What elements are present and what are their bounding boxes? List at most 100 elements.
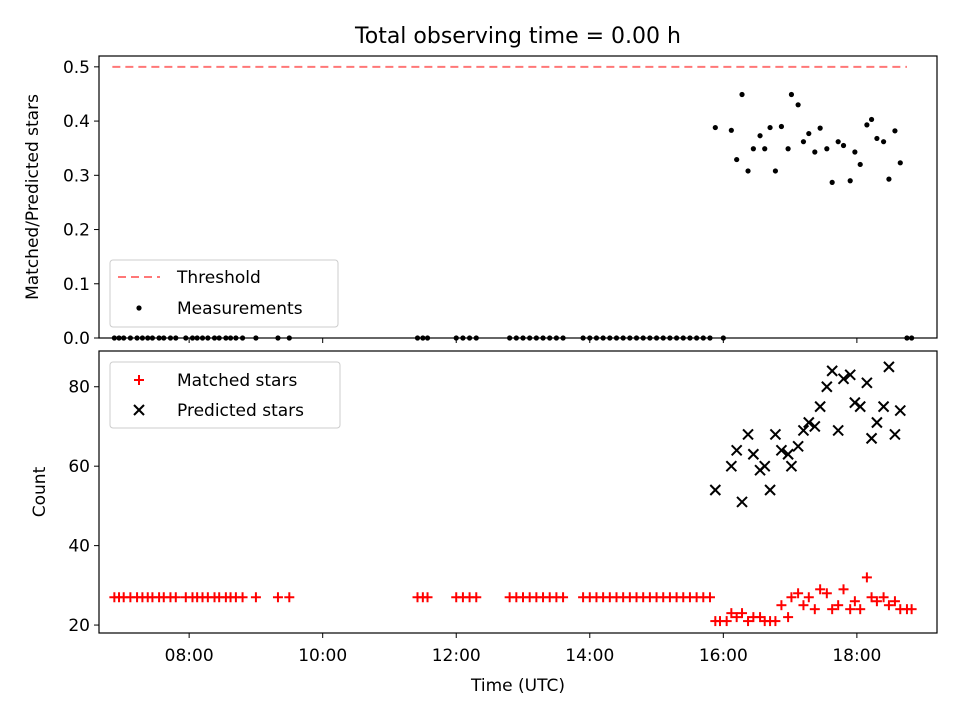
measurements-point <box>897 160 903 166</box>
matched-stars-point <box>471 592 482 603</box>
matched-stars-point <box>809 604 820 615</box>
count-panel-legend: Matched stars Predicted stars <box>109 361 341 429</box>
measurements-point <box>800 139 807 145</box>
predicted-stars-point <box>725 460 738 472</box>
predicted-stars-point <box>730 444 743 457</box>
measurements-point <box>712 124 718 131</box>
count-panel: 20 40 60 80 08:00 10:00 12:00 14:00 16:00 18:00 C… <box>30 350 938 696</box>
ratio-ytick-label: 0.5 <box>63 58 90 78</box>
ratio-panel-ylabel: Matched/Predicted stars <box>23 94 43 300</box>
matched-legend-swatch <box>134 375 144 385</box>
matched-stars-point <box>889 596 900 607</box>
matched-stars-point <box>855 604 866 615</box>
measurements-point <box>734 156 740 163</box>
measurements-point <box>892 128 898 134</box>
predicted-stars-point <box>759 460 771 472</box>
count-panel-ticks: 20 40 60 80 08:00 10:00 12:00 14:00 16:00 18:00 <box>68 378 881 666</box>
ratio-panel-legend: Threshold Measurements <box>109 259 339 328</box>
measurements-point <box>806 130 812 137</box>
measurements-point <box>880 139 887 145</box>
matched-stars-point <box>878 592 889 603</box>
matched-stars-point <box>821 588 832 599</box>
predicted-legend-label: Predicted stars <box>177 401 304 421</box>
count-xtick-label: 18:00 <box>832 646 881 666</box>
predicted-stars-point <box>871 416 883 429</box>
matched-stars-point <box>770 616 781 627</box>
matched-stars-point <box>284 592 295 603</box>
matched-stars-point <box>793 588 804 599</box>
predicted-stars-point <box>877 400 890 413</box>
matched-stars-point <box>272 592 283 603</box>
measurements-point <box>812 149 818 155</box>
predicted-stars-point <box>894 404 906 417</box>
predicted-stars-point <box>769 428 782 441</box>
measurements-point <box>785 146 791 152</box>
predicted-stars-point <box>883 361 895 373</box>
measurements-point <box>762 146 768 152</box>
measurements-point <box>840 142 847 149</box>
measurements-legend-label: Measurements <box>177 299 303 319</box>
matched-stars-point <box>803 592 814 603</box>
matched-stars-point <box>731 612 742 623</box>
measurements-point <box>824 146 830 152</box>
count-ytick-label: 60 <box>68 457 90 477</box>
measurements-point <box>835 139 841 145</box>
predicted-stars-point <box>844 369 856 381</box>
measurements-point <box>728 127 734 133</box>
predicted-stars-point <box>826 365 838 377</box>
measurements-point <box>778 123 785 130</box>
matched-stars-point <box>250 592 261 603</box>
ratio-panel-frame <box>98 55 938 339</box>
measurements-point <box>739 91 745 98</box>
measurements-point <box>874 135 880 142</box>
matched-stars-point <box>866 592 877 603</box>
predicted-stars-point <box>736 496 748 508</box>
measurements-point <box>852 149 858 155</box>
predicted-stars-point <box>764 484 776 496</box>
figure-title: Total observing time = 0.00 h <box>354 24 681 49</box>
matched-stars-point <box>845 604 856 615</box>
count-ytick-label: 20 <box>68 616 90 636</box>
measurements-point <box>745 168 751 174</box>
count-ytick-label: 80 <box>68 378 90 398</box>
predicted-stars-point <box>837 373 850 385</box>
measurements-point <box>817 125 823 131</box>
measurements-point <box>757 133 763 139</box>
ratio-ytick-label: 0.4 <box>63 112 90 132</box>
measurements-legend-swatch <box>136 305 142 311</box>
measurements-point <box>864 122 870 128</box>
ratio-panel-ticks: 0.0 0.1 0.2 0.3 0.4 0.5 <box>63 58 858 349</box>
measurements-point <box>772 168 779 174</box>
matched-stars-point <box>726 608 737 619</box>
matched-stars-point <box>861 572 872 583</box>
ratio-panel: 0.0 0.1 0.2 0.3 0.4 0.5 Matched/Predicted sta… <box>23 55 938 349</box>
predicted-stars-point <box>854 400 866 413</box>
measurements-point <box>795 102 801 108</box>
count-xtick-label: 12:00 <box>432 646 481 666</box>
matched-stars-point <box>838 584 849 595</box>
measurements-point <box>868 116 875 123</box>
measurements-point <box>857 161 863 168</box>
matched-stars-point <box>906 604 917 615</box>
count-legend-box <box>109 361 341 429</box>
measurements-point <box>886 176 892 182</box>
ratio-ytick-label: 0.1 <box>63 275 90 295</box>
predicted-stars-point <box>709 484 722 496</box>
matched-stars-point <box>743 616 754 627</box>
matched-stars-point <box>737 608 748 619</box>
predicted-stars-point <box>775 444 788 457</box>
predicted-stars-point <box>865 432 878 445</box>
matched-stars-point <box>786 592 797 603</box>
matched-stars-point <box>783 612 794 623</box>
predicted-stars-point <box>821 381 833 393</box>
matched-stars-point <box>833 600 844 611</box>
matched-stars-point <box>237 592 248 603</box>
measurements-point <box>767 124 773 131</box>
predicted-stars-point <box>889 428 901 441</box>
ratio-ytick-label: 0.2 <box>63 221 90 241</box>
matched-stars-point <box>883 600 894 611</box>
ratio-ytick-label: 0.0 <box>63 329 90 349</box>
count-panel-xlabel: Time (UTC) <box>470 676 565 696</box>
